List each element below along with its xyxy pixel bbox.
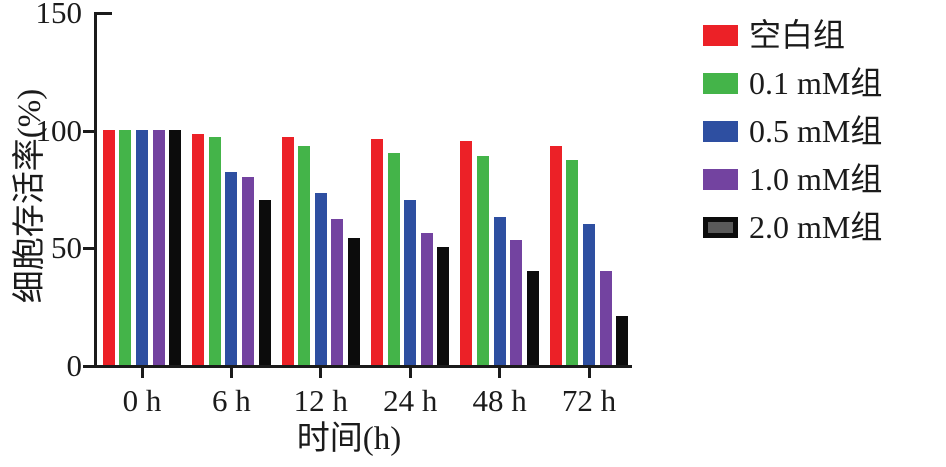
- bar: [258, 200, 271, 365]
- bar: [298, 146, 311, 365]
- bar: [225, 172, 238, 365]
- bar: [599, 270, 612, 365]
- bar: [477, 155, 489, 365]
- x-tick-label: 12 h: [293, 383, 348, 418]
- legend-label: 0.5 mM组: [749, 113, 883, 149]
- y-tick: [83, 129, 94, 133]
- x-axis-line: [94, 365, 632, 368]
- bar: [387, 153, 400, 365]
- legend-item: 1.0 mM组: [703, 155, 882, 203]
- bar: [616, 315, 629, 365]
- x-tick-label: 24 h: [383, 383, 438, 418]
- x-tick: [140, 367, 144, 378]
- bar: [208, 136, 221, 365]
- legend-label: 空白组: [749, 17, 846, 53]
- bar: [460, 141, 473, 365]
- bar: [192, 134, 205, 365]
- y-tick: [83, 365, 94, 368]
- x-tick-label: 72 h: [561, 383, 617, 418]
- legend-item: 2.0 mM组: [703, 203, 882, 251]
- x-tick-label: 48 h: [472, 383, 527, 418]
- x-tick-label: 0 h: [122, 383, 162, 418]
- y-tick-label: 150: [35, 0, 83, 30]
- y-tick-label: 0: [66, 348, 83, 383]
- bar: [102, 129, 115, 365]
- legend-label: 1.0 mM组: [749, 161, 883, 197]
- bar: [119, 129, 132, 365]
- y-tick: [83, 247, 94, 251]
- x-tick: [498, 367, 502, 378]
- bar: [404, 200, 417, 365]
- bar: [493, 216, 506, 365]
- x-tick: [229, 367, 233, 378]
- legend-item: 空白组: [703, 11, 882, 59]
- legend-swatch: [703, 216, 738, 238]
- bar: [371, 139, 383, 365]
- legend: 空白组 0.1 mM组 0.5 mM组 1.0 mM组 2.0 mM组: [703, 11, 882, 251]
- y-tick-label: 50: [51, 230, 82, 266]
- legend-swatch-inner: [708, 221, 733, 233]
- bar: [348, 237, 360, 365]
- legend-swatch: [703, 168, 738, 190]
- bar: [437, 247, 450, 365]
- bar: [281, 136, 294, 365]
- legend-label: 0.1 mM组: [749, 65, 883, 101]
- bar: [549, 146, 562, 365]
- x-tick: [408, 367, 412, 378]
- y-axis-title: 细胞存活率(%): [12, 88, 48, 304]
- bar: [420, 233, 433, 365]
- x-tick-label: 6 h: [212, 383, 251, 418]
- bar: [314, 193, 327, 365]
- legend-swatch: [703, 24, 738, 46]
- y-tick: [97, 12, 112, 15]
- bar: [152, 129, 165, 365]
- x-tick: [587, 367, 591, 378]
- legend-item: 0.5 mM组: [703, 107, 882, 155]
- bar: [510, 240, 523, 365]
- x-axis-title: 时间(h): [296, 421, 402, 457]
- y-tick-label: 100: [35, 112, 83, 148]
- bar: [566, 160, 579, 365]
- legend-label: 2.0 mM组: [749, 209, 883, 245]
- bar: [136, 129, 148, 365]
- x-tick: [319, 367, 323, 378]
- bar: [331, 219, 344, 365]
- bar: [526, 270, 539, 365]
- bar: [242, 176, 254, 365]
- legend-swatch: [703, 120, 738, 142]
- y-axis-line: [94, 12, 97, 368]
- legend-swatch: [703, 72, 738, 94]
- legend-item: 0.1 mM组: [703, 59, 882, 107]
- bar: [169, 129, 182, 365]
- bar: [583, 223, 595, 365]
